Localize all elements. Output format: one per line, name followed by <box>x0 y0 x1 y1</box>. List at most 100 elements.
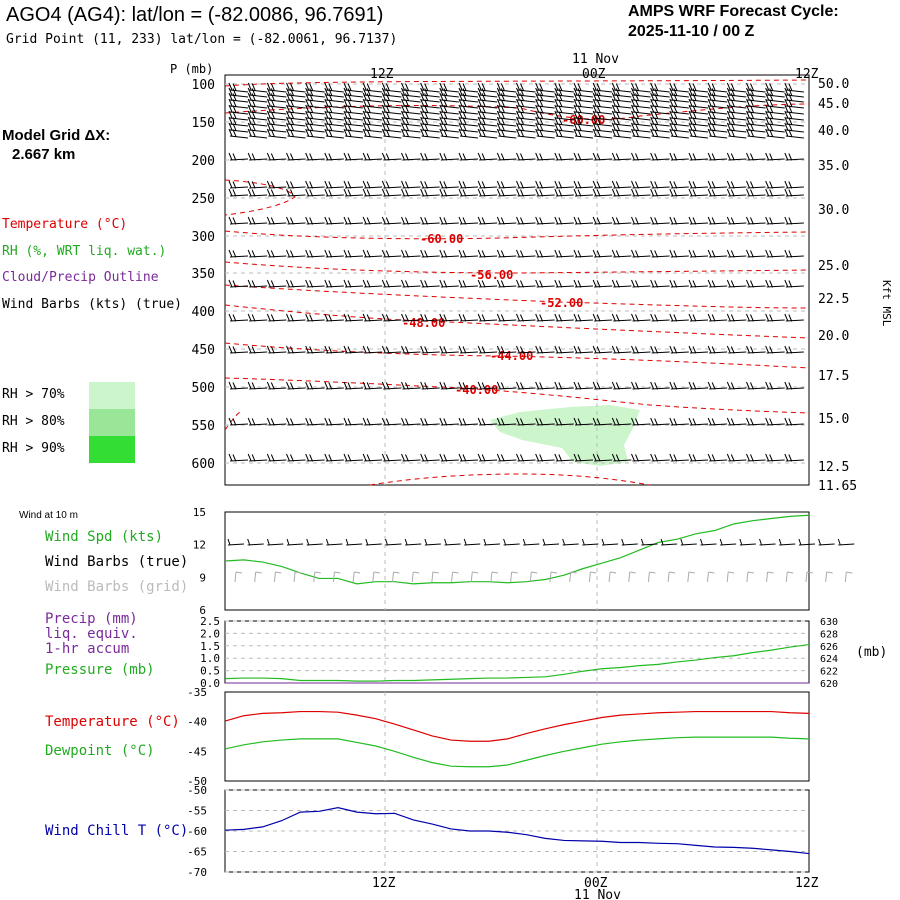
wind-barb <box>439 345 459 354</box>
wind-barb <box>458 188 479 197</box>
precip-tick-label: 2.5 <box>200 615 220 628</box>
wind-barb <box>343 345 364 354</box>
pressure-tick-label: 350 <box>192 267 215 282</box>
wind-barb <box>650 216 670 225</box>
wind-barb <box>726 249 747 258</box>
wind-barb <box>784 381 804 390</box>
wind-barb <box>324 345 344 354</box>
wind-barb <box>381 345 402 354</box>
wind-barb <box>420 381 440 390</box>
wind-barb <box>554 381 574 390</box>
pressure-tick-label: 600 <box>192 457 215 472</box>
contour-line <box>224 79 810 87</box>
contour-label: -60.00 <box>420 232 463 246</box>
wind-barb <box>324 417 344 426</box>
wind-tick-label: 12 <box>193 539 206 552</box>
wind-barb <box>573 381 594 390</box>
wind-barb <box>669 128 689 139</box>
wind-barb <box>746 87 766 98</box>
wind-barb <box>573 216 594 225</box>
legend-precip-line1: Precip (mm) <box>45 611 138 627</box>
wind-barb <box>650 453 670 462</box>
contour-line <box>224 230 810 240</box>
wind-barb <box>439 82 459 93</box>
wind-barb <box>516 249 536 258</box>
wind-barb <box>726 180 747 189</box>
windchill-tick-label: -50 <box>187 784 207 797</box>
wind-barb <box>746 152 766 161</box>
wind-barb <box>535 216 555 225</box>
wind-barb <box>458 128 479 139</box>
contour-line <box>224 284 810 309</box>
wind-barb <box>401 345 421 354</box>
wind-barb <box>688 249 709 258</box>
wind-barb <box>477 345 498 354</box>
wind-barb-grid <box>805 571 814 583</box>
wind-barb-true <box>286 538 304 546</box>
wind-barb-true <box>818 538 835 546</box>
wind-barb <box>688 128 709 139</box>
wind-barb <box>554 279 574 288</box>
kft-tick-label: 17.5 <box>818 369 849 384</box>
wind-barb <box>669 188 689 197</box>
wind-barb <box>266 180 287 189</box>
contour-line <box>224 304 810 339</box>
wind-barb <box>592 180 613 189</box>
wind-barb <box>535 381 555 390</box>
wind-barb-true <box>581 538 599 546</box>
windchill-tick-label: -55 <box>187 805 207 818</box>
wind-barb <box>573 453 594 462</box>
wind-barb <box>305 313 325 322</box>
wind-barb <box>266 381 287 390</box>
kft-tick-label: 11.65 <box>818 479 857 494</box>
sounding-wind-barbs <box>228 82 804 462</box>
wind-barb-grid <box>352 571 361 583</box>
wind-barb <box>362 249 383 258</box>
wind-barb <box>535 313 555 322</box>
wind-barb <box>726 188 747 197</box>
wind-barb <box>650 279 670 288</box>
legend-wind-barbs-grid: Wind Barbs (grid) <box>45 579 189 595</box>
wind-barb <box>381 87 402 98</box>
wind-barb <box>343 152 364 161</box>
wind-barb <box>362 82 383 93</box>
wind-barb <box>573 313 594 322</box>
wind-tick-label: 6 <box>199 604 206 617</box>
wind-barb-grid <box>510 571 518 583</box>
wind-barb <box>401 381 421 390</box>
wind-barb <box>477 313 498 322</box>
wind-barb <box>707 87 728 98</box>
legend-pressure: Pressure (mb) <box>45 662 155 678</box>
wind-barb <box>611 279 632 288</box>
wind-barb <box>362 87 383 98</box>
wind-barb-true <box>700 538 717 546</box>
wind-barb <box>784 82 804 93</box>
wind-barb <box>650 381 670 390</box>
wind-barb <box>266 279 287 288</box>
wind-barb <box>554 249 574 258</box>
wind-barb <box>726 453 747 462</box>
cycle-value: 2025-11-10 / 00 Z <box>628 23 755 40</box>
pressure-tick-label: 500 <box>192 381 215 396</box>
wind-barb <box>381 180 402 189</box>
wind-barb <box>726 417 747 426</box>
wind-barb <box>573 180 594 189</box>
wind-barb <box>707 345 728 354</box>
wind-barb <box>305 345 325 354</box>
wind-barb-grid <box>411 571 420 583</box>
wind-barb <box>401 82 421 93</box>
wind-barb <box>669 216 689 225</box>
wind-barb <box>707 180 728 189</box>
wind-barb <box>573 188 594 197</box>
wind-barb <box>496 82 517 93</box>
wind-barb <box>362 279 383 288</box>
wind-barb <box>573 152 594 161</box>
wind-barb <box>305 87 325 98</box>
wind-barb <box>228 152 249 161</box>
wind-barb <box>266 152 287 161</box>
wind-barb-true <box>759 538 776 546</box>
wind-barb <box>343 249 364 258</box>
wind-barb <box>286 381 306 390</box>
pressure-unit-label: (mb) <box>856 645 887 660</box>
legend-precip: Precip (mm) liq. equiv. 1-hr accum <box>45 612 138 657</box>
